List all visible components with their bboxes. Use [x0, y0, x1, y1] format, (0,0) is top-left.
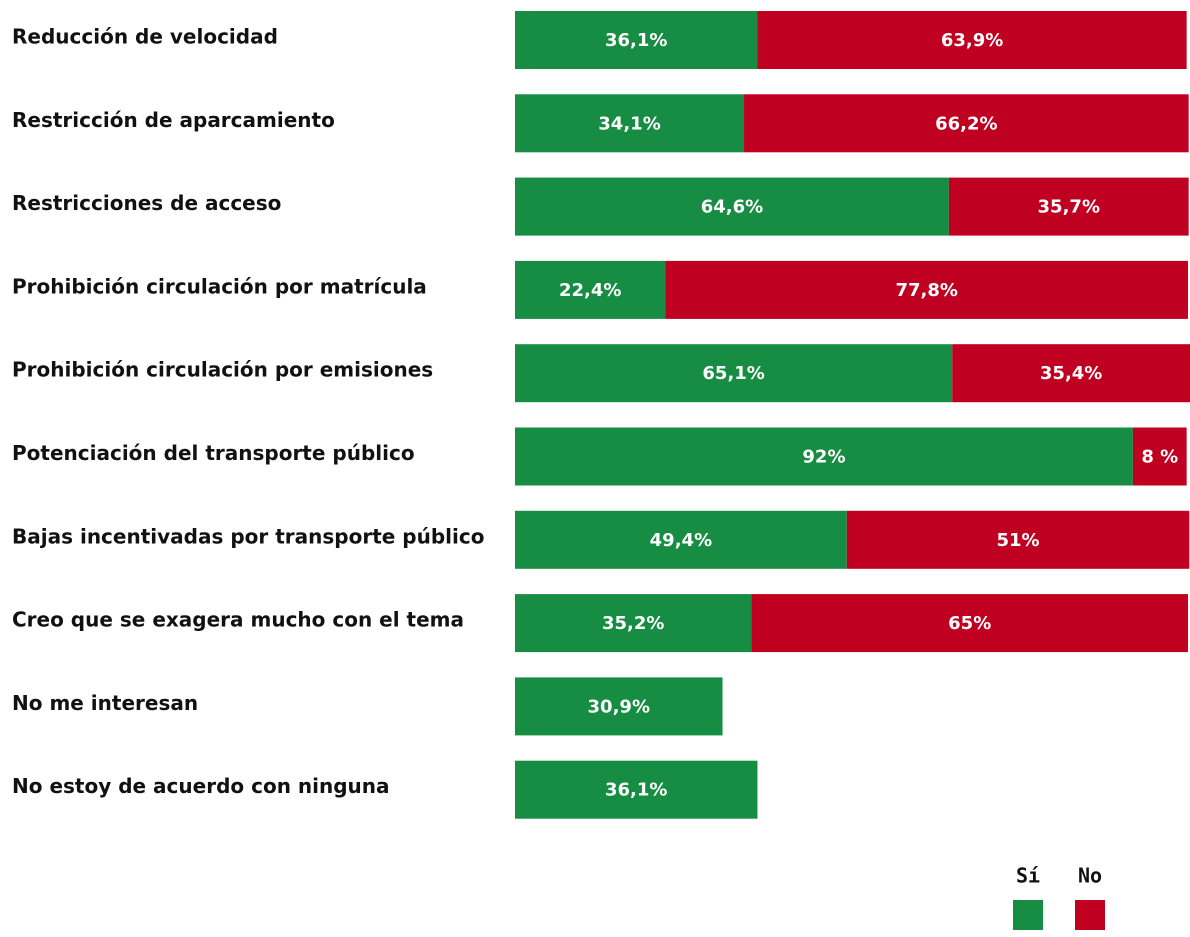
- bar-segment: [952, 344, 1190, 403]
- value-label: 36,1%: [605, 780, 667, 801]
- value-label: 36,1%: [605, 30, 667, 51]
- value-label: 35,7%: [1038, 197, 1100, 218]
- value-label: 92%: [802, 447, 845, 468]
- bar-segment: [515, 677, 723, 736]
- bar-segment: [1132, 427, 1187, 486]
- bar-segment: [515, 260, 666, 319]
- category-label: No me interesan: [12, 691, 198, 715]
- legend-label: No: [1078, 864, 1102, 888]
- value-label: 34,1%: [598, 113, 660, 134]
- bar-segment: [757, 11, 1187, 69]
- category-label: Prohibición circulación por emisiones: [12, 358, 433, 382]
- value-label: 35,4%: [1040, 363, 1102, 384]
- category-label: No estoy de acuerdo con ninguna: [12, 774, 390, 798]
- value-label: 64,6%: [701, 197, 763, 218]
- bar-segment: [515, 11, 758, 69]
- bar-segment: [665, 260, 1188, 319]
- value-label: 22,4%: [559, 280, 621, 301]
- category-label: Potenciación del transporte público: [12, 441, 415, 465]
- bar-segment: [515, 594, 752, 653]
- bar-segment: [846, 510, 1190, 569]
- value-label: 49,4%: [650, 530, 712, 551]
- category-label: Reducción de velocidad: [12, 25, 278, 49]
- value-label: 63,9%: [941, 30, 1003, 51]
- value-label: 77,8%: [895, 280, 957, 301]
- value-label: 51%: [997, 530, 1040, 551]
- bar-segment: [515, 344, 953, 403]
- bar-segment: [948, 177, 1189, 236]
- bar-segment: [751, 594, 1188, 653]
- value-label: 65%: [948, 613, 991, 634]
- category-label: Creo que se exagera mucho con el tema: [12, 608, 464, 632]
- legend-swatch: [1013, 900, 1043, 930]
- bar-segment: [515, 427, 1133, 486]
- bar-segment: [515, 510, 847, 569]
- bar-segment: [515, 94, 745, 153]
- value-label: 66,2%: [935, 113, 997, 134]
- bar-segment: [515, 177, 949, 236]
- category-label: Restricciones de acceso: [12, 191, 281, 215]
- value-label: 30,9%: [588, 696, 650, 717]
- category-label: Prohibición circulación por matrícula: [12, 274, 427, 298]
- category-label: Bajas incentivadas por transporte públic…: [12, 524, 484, 548]
- value-label: 8 %: [1141, 447, 1178, 468]
- value-label: 35,2%: [602, 613, 664, 634]
- legend-label: Sí: [1016, 864, 1040, 888]
- category-label: Restricción de aparcamiento: [12, 108, 335, 132]
- bar-segment: [515, 760, 758, 819]
- value-label: 65,1%: [702, 363, 764, 384]
- bar-segment: [744, 94, 1189, 153]
- legend-swatch: [1075, 900, 1105, 930]
